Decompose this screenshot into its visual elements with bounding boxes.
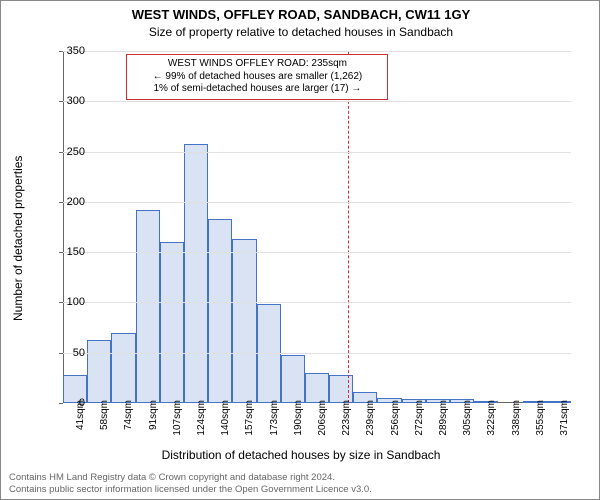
y-tick-label: 50 — [45, 347, 85, 359]
y-tick-label: 300 — [45, 95, 85, 107]
y-tick-label: 0 — [45, 397, 85, 409]
footer-line1: Contains HM Land Registry data © Crown c… — [9, 472, 372, 483]
chart-subtitle: Size of property relative to detached ho… — [1, 25, 600, 39]
histogram-bar — [257, 304, 281, 403]
x-tick-label: 173sqm — [269, 400, 280, 442]
footer-line2: Contains public sector information licen… — [9, 484, 372, 495]
histogram-bar — [329, 375, 353, 403]
x-tick-label: 206sqm — [317, 400, 328, 442]
x-tick-label: 190sqm — [293, 400, 304, 442]
plot-area: WEST WINDS OFFLEY ROAD: 235sqm ← 99% of … — [63, 51, 571, 403]
footer-attribution: Contains HM Land Registry data © Crown c… — [9, 472, 372, 495]
histogram-bar — [87, 340, 111, 403]
chart-container: { "chart": { "type": "histogram", "title… — [0, 0, 600, 500]
x-tick-label: 107sqm — [172, 400, 183, 442]
x-tick-label: 289sqm — [438, 400, 449, 442]
y-tick-label: 150 — [45, 246, 85, 258]
gridline — [63, 152, 571, 153]
x-tick-label: 272sqm — [414, 400, 425, 442]
gridline — [63, 51, 571, 52]
marker-line2: ← 99% of detached houses are smaller (1,… — [131, 71, 383, 84]
x-tick-label: 157sqm — [244, 400, 255, 442]
x-tick-label: 58sqm — [99, 400, 110, 442]
y-tick-label: 250 — [45, 146, 85, 158]
histogram-bar — [305, 373, 329, 403]
x-tick-label: 256sqm — [390, 400, 401, 442]
y-tick-label: 200 — [45, 196, 85, 208]
gridline — [63, 353, 571, 354]
marker-line3: 1% of semi-detached houses are larger (1… — [131, 83, 383, 96]
gridline — [63, 202, 571, 203]
x-tick-label: 305sqm — [462, 400, 473, 442]
bars-layer — [63, 51, 571, 403]
histogram-bar — [136, 210, 160, 403]
x-tick-label: 355sqm — [535, 400, 546, 442]
marker-line — [348, 51, 349, 403]
x-tick-label: 239sqm — [365, 400, 376, 442]
x-tick-label: 124sqm — [196, 400, 207, 442]
histogram-bar — [111, 333, 135, 403]
x-tick-label: 338sqm — [511, 400, 522, 442]
chart-title: WEST WINDS, OFFLEY ROAD, SANDBACH, CW11 … — [1, 7, 600, 22]
x-tick-label: 223sqm — [341, 400, 352, 442]
y-tick-label: 350 — [45, 45, 85, 57]
histogram-bar — [184, 144, 208, 403]
x-tick-label: 140sqm — [220, 400, 231, 442]
y-tick-label: 100 — [45, 296, 85, 308]
gridline — [63, 101, 571, 102]
gridline — [63, 252, 571, 253]
x-tick-label: 91sqm — [148, 400, 159, 442]
histogram-bar — [160, 242, 184, 403]
x-tick-label: 322sqm — [486, 400, 497, 442]
x-axis-label: Distribution of detached houses by size … — [1, 448, 600, 462]
gridline — [63, 302, 571, 303]
histogram-bar — [208, 219, 232, 403]
marker-annotation-box: WEST WINDS OFFLEY ROAD: 235sqm ← 99% of … — [126, 54, 388, 100]
x-tick-label: 371sqm — [559, 400, 570, 442]
x-tick-label: 74sqm — [123, 400, 134, 442]
marker-line1: WEST WINDS OFFLEY ROAD: 235sqm — [131, 58, 383, 71]
y-axis-label: Number of detached properties — [11, 156, 25, 321]
histogram-bar — [281, 355, 305, 403]
histogram-bar — [232, 239, 256, 403]
